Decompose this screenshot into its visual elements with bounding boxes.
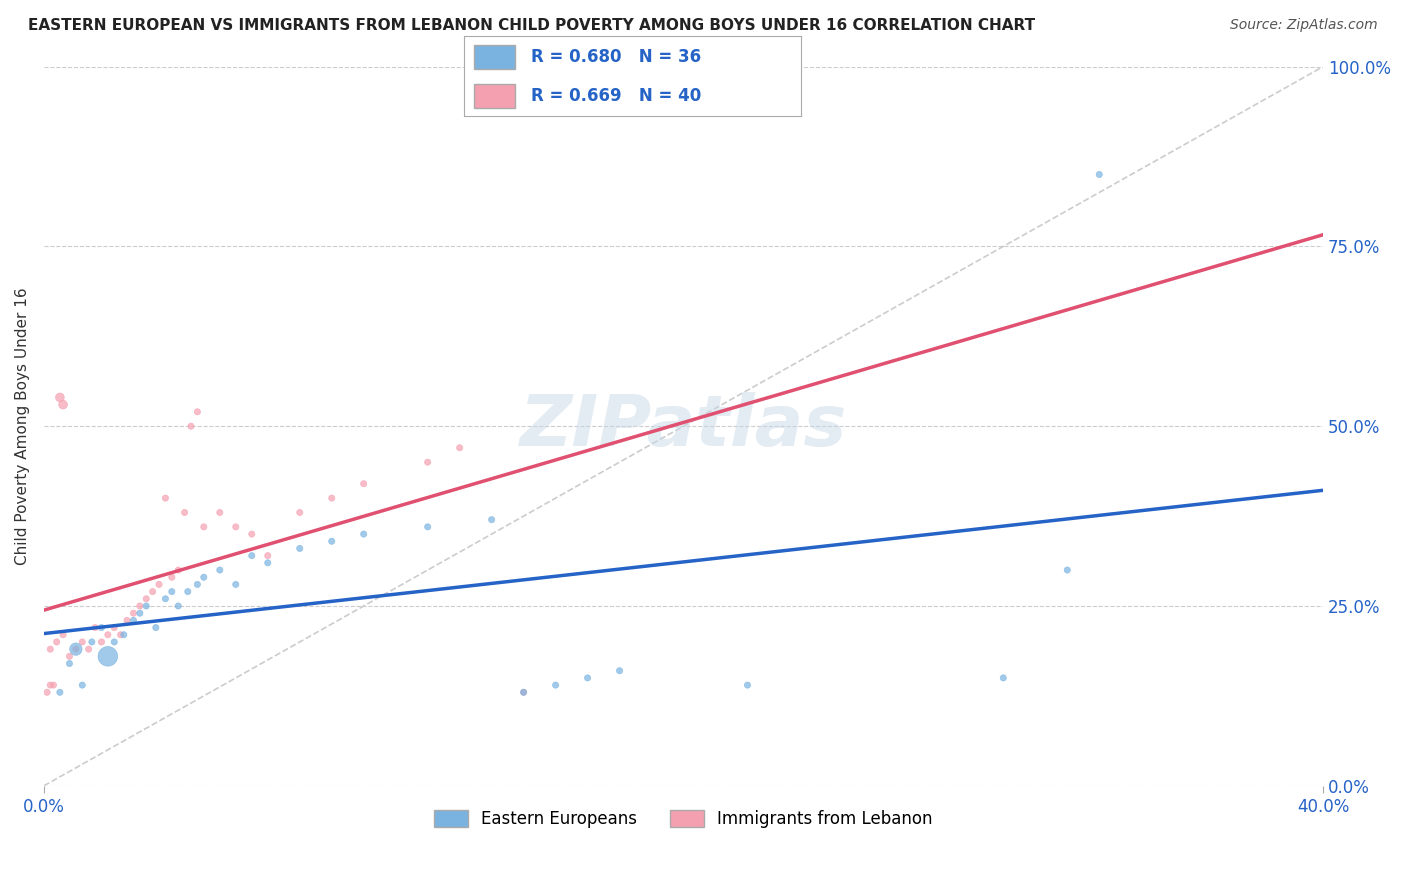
Point (180, 419, 202, 434)
Point (103, 635, 125, 649)
Point (112, 628, 135, 642)
Point (167, 599, 190, 613)
Point (167, 563, 190, 577)
Point (193, 570, 215, 584)
Point (1088, 168, 1111, 182)
Point (321, 534, 343, 549)
Point (90, 635, 112, 649)
Text: R = 0.680   N = 36: R = 0.680 N = 36 (531, 48, 702, 66)
Point (103, 621, 125, 635)
Text: EASTERN EUROPEAN VS IMMIGRANTS FROM LEBANON CHILD POVERTY AMONG BOYS UNDER 16 CO: EASTERN EUROPEAN VS IMMIGRANTS FROM LEBA… (28, 18, 1035, 33)
Text: ZIPatlas: ZIPatlas (520, 392, 848, 460)
Point (97, 628, 120, 642)
Point (481, 513, 503, 527)
Point (148, 577, 170, 591)
Point (353, 476, 375, 491)
Point (240, 527, 263, 541)
Point (993, 671, 1015, 685)
Point (208, 563, 231, 577)
Point (58, 649, 80, 664)
Point (225, 577, 247, 591)
Point (155, 591, 177, 606)
Point (65, 642, 87, 657)
Point (142, 584, 165, 599)
Point (145, 621, 167, 635)
Point (186, 577, 208, 591)
Y-axis label: Child Poverty Among Boys Under 16: Child Poverty Among Boys Under 16 (15, 287, 30, 565)
Point (128, 599, 150, 613)
Point (576, 671, 599, 685)
Point (160, 570, 183, 584)
FancyBboxPatch shape (474, 84, 515, 108)
Point (90, 621, 112, 635)
Legend: Eastern Europeans, Immigrants from Lebanon: Eastern Europeans, Immigrants from Leban… (427, 804, 939, 835)
Point (225, 520, 247, 534)
Point (240, 549, 263, 563)
Point (84, 621, 107, 635)
Point (42, 678, 65, 692)
FancyBboxPatch shape (474, 45, 515, 70)
Point (35, 685, 58, 699)
Point (288, 506, 311, 520)
Point (288, 541, 311, 556)
Point (737, 678, 759, 692)
Point (193, 520, 215, 534)
Point (45, 635, 67, 649)
Point (1056, 563, 1078, 577)
Point (49, 685, 72, 699)
Point (416, 520, 439, 534)
Point (208, 506, 231, 520)
Point (122, 606, 145, 620)
Point (72, 635, 94, 649)
Point (77, 642, 100, 657)
Point (97, 649, 120, 664)
Point (65, 642, 87, 657)
Point (115, 613, 138, 627)
Point (186, 405, 208, 419)
Point (122, 613, 145, 627)
Point (49, 391, 72, 405)
Point (58, 657, 80, 671)
Point (128, 606, 150, 620)
Point (256, 556, 278, 570)
Point (160, 584, 183, 599)
Text: Source: ZipAtlas.com: Source: ZipAtlas.com (1230, 18, 1378, 32)
Point (135, 591, 157, 606)
Point (72, 678, 94, 692)
Point (512, 685, 534, 699)
Point (52, 398, 75, 412)
Point (39, 678, 62, 692)
Point (155, 491, 177, 505)
Point (449, 441, 471, 455)
Point (80, 635, 103, 649)
Point (609, 664, 631, 678)
Point (39, 642, 62, 657)
Point (52, 628, 75, 642)
Point (512, 685, 534, 699)
Point (173, 506, 195, 520)
Point (110, 628, 132, 642)
Point (416, 455, 439, 469)
Point (544, 678, 567, 692)
Point (256, 549, 278, 563)
Point (353, 527, 375, 541)
Text: R = 0.669   N = 40: R = 0.669 N = 40 (531, 87, 702, 105)
Point (177, 584, 200, 599)
Point (321, 491, 343, 505)
Point (135, 599, 157, 613)
